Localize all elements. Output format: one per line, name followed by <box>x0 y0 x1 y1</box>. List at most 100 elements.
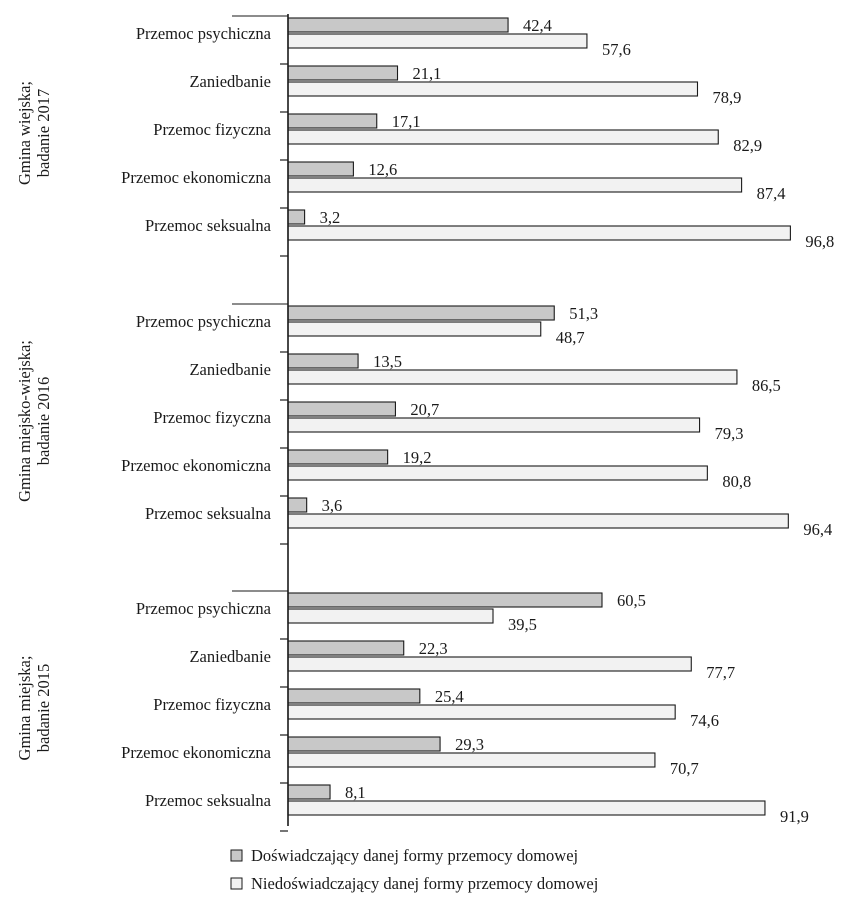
group-label: Gmina wiejska;badanie 2017 <box>15 81 53 185</box>
bar-not-experienced <box>287 177 743 193</box>
category-label: Przemoc seksualna <box>145 216 272 235</box>
bar-experienced <box>287 401 396 417</box>
group-label-line: badanie 2015 <box>34 664 53 752</box>
value-label-experienced: 25,4 <box>435 687 464 706</box>
category-row: Przemoc ekonomiczna 19,2 80,8 <box>121 448 751 491</box>
legend-item-not-experienced: Niedoświadczający danej formy przemocy d… <box>230 874 598 893</box>
value-label-not-experienced: 39,5 <box>508 615 537 634</box>
bar-not-experienced <box>287 800 766 816</box>
bar-not-experienced <box>287 608 494 624</box>
value-label-experienced: 51,3 <box>569 304 598 323</box>
category-row: Zaniedbanie 22,3 77,7 <box>189 639 735 682</box>
group-2: Gmina miejsko-wiejska;badanie 2016 Przemo… <box>15 303 832 545</box>
bar-experienced <box>287 209 306 225</box>
group-label: Gmina miejska;badanie 2015 <box>15 656 53 761</box>
category-row: Zaniedbanie 21,1 78,9 <box>189 64 741 107</box>
category-row: Przemoc psychiczna 51,3 48,7 <box>136 304 598 347</box>
value-label-experienced: 12,6 <box>368 160 397 179</box>
value-label-not-experienced: 70,7 <box>670 759 699 778</box>
category-row: Przemoc fizyczna 25,4 74,6 <box>153 687 719 730</box>
category-row: Przemoc psychiczna 42,4 57,6 <box>136 16 631 59</box>
value-label-not-experienced: 96,4 <box>803 520 832 539</box>
bar-not-experienced <box>287 321 542 337</box>
category-label: Zaniedbanie <box>189 647 271 666</box>
group-label-line: badanie 2016 <box>34 377 53 465</box>
category-row: Przemoc psychiczna 60,5 39,5 <box>136 591 646 634</box>
category-row: Przemoc seksualna 3,2 96,8 <box>145 208 834 251</box>
bar-experienced <box>287 353 359 369</box>
bar-experienced <box>287 784 331 800</box>
value-label-experienced: 42,4 <box>523 16 552 35</box>
value-label-not-experienced: 82,9 <box>733 136 762 155</box>
value-label-experienced: 29,3 <box>455 735 484 754</box>
group-1: Gmina wiejska;badanie 2017 Przemoc psychi… <box>15 15 834 257</box>
group-label-line: badanie 2017 <box>34 89 53 177</box>
bar-not-experienced <box>287 465 708 481</box>
category-label: Przemoc ekonomiczna <box>121 168 271 187</box>
value-label-not-experienced: 78,9 <box>712 88 741 107</box>
legend-label-not-experienced: Niedoświadczający danej formy przemocy d… <box>251 874 598 893</box>
value-label-not-experienced: 74,6 <box>690 711 719 730</box>
value-label-experienced: 3,2 <box>320 208 341 227</box>
value-label-not-experienced: 87,4 <box>757 184 786 203</box>
bar-experienced <box>287 688 421 704</box>
category-label: Przemoc fizyczna <box>153 408 271 427</box>
bar-experienced <box>287 65 399 81</box>
category-row: Przemoc seksualna 3,6 96,4 <box>145 496 832 539</box>
bar-experienced <box>287 113 378 129</box>
category-label: Przemoc seksualna <box>145 791 272 810</box>
category-label: Przemoc ekonomiczna <box>121 456 271 475</box>
value-label-not-experienced: 77,7 <box>706 663 735 682</box>
bar-not-experienced <box>287 417 701 433</box>
value-label-not-experienced: 48,7 <box>556 328 585 347</box>
bar-experienced <box>287 640 405 656</box>
category-label: Zaniedbanie <box>189 360 271 379</box>
value-label-experienced: 60,5 <box>617 591 646 610</box>
value-label-experienced: 13,5 <box>373 352 402 371</box>
bar-not-experienced <box>287 129 719 145</box>
category-label: Zaniedbanie <box>189 72 271 91</box>
group-3: Gmina miejska;badanie 2015 Przemoc psychi… <box>15 590 809 832</box>
bar-not-experienced <box>287 513 789 529</box>
bar-not-experienced <box>287 704 676 720</box>
legend-swatch-experienced <box>230 849 243 862</box>
value-label-experienced: 22,3 <box>419 639 448 658</box>
category-row: Zaniedbanie 13,5 86,5 <box>189 352 780 395</box>
legend: Doświadczający danej formy przemocy domo… <box>230 846 598 893</box>
bar-experienced <box>287 161 354 177</box>
bar-experienced <box>287 592 603 608</box>
category-label: Przemoc psychiczna <box>136 24 272 43</box>
category-row: Przemoc ekonomiczna 29,3 70,7 <box>121 735 699 778</box>
category-label: Przemoc psychiczna <box>136 599 272 618</box>
bar-not-experienced <box>287 656 692 672</box>
bar-not-experienced <box>287 225 791 241</box>
legend-label-experienced: Doświadczający danej formy przemocy domo… <box>251 846 578 865</box>
category-label: Przemoc ekonomiczna <box>121 743 271 762</box>
bar-not-experienced <box>287 369 738 385</box>
group-label-line: Gmina miejsko-wiejska; <box>15 340 34 502</box>
category-row: Przemoc ekonomiczna 12,6 87,4 <box>121 160 785 203</box>
bar-experienced <box>287 497 308 513</box>
bar-not-experienced <box>287 33 588 49</box>
value-label-experienced: 20,7 <box>410 400 439 419</box>
group-label-line: Gmina wiejska; <box>15 81 34 185</box>
legend-item-experienced: Doświadczający danej formy przemocy domo… <box>230 846 578 865</box>
value-label-not-experienced: 79,3 <box>715 424 744 443</box>
value-label-not-experienced: 80,8 <box>722 472 751 491</box>
category-row: Przemoc fizyczna 20,7 79,3 <box>153 400 743 443</box>
category-label: Przemoc fizyczna <box>153 120 271 139</box>
category-label: Przemoc psychiczna <box>136 312 272 331</box>
category-row: Przemoc seksualna 8,1 91,9 <box>145 783 809 826</box>
value-label-experienced: 3,6 <box>322 496 343 515</box>
category-row: Przemoc fizyczna 17,1 82,9 <box>153 112 762 155</box>
bar-experienced <box>287 305 555 321</box>
bar-not-experienced <box>287 752 656 768</box>
value-label-experienced: 21,1 <box>413 64 442 83</box>
bar-experienced <box>287 736 441 752</box>
bar-experienced <box>287 17 509 33</box>
value-label-not-experienced: 96,8 <box>805 232 834 251</box>
value-label-not-experienced: 91,9 <box>780 807 809 826</box>
value-label-experienced: 8,1 <box>345 783 366 802</box>
legend-swatch-not-experienced <box>230 877 243 890</box>
